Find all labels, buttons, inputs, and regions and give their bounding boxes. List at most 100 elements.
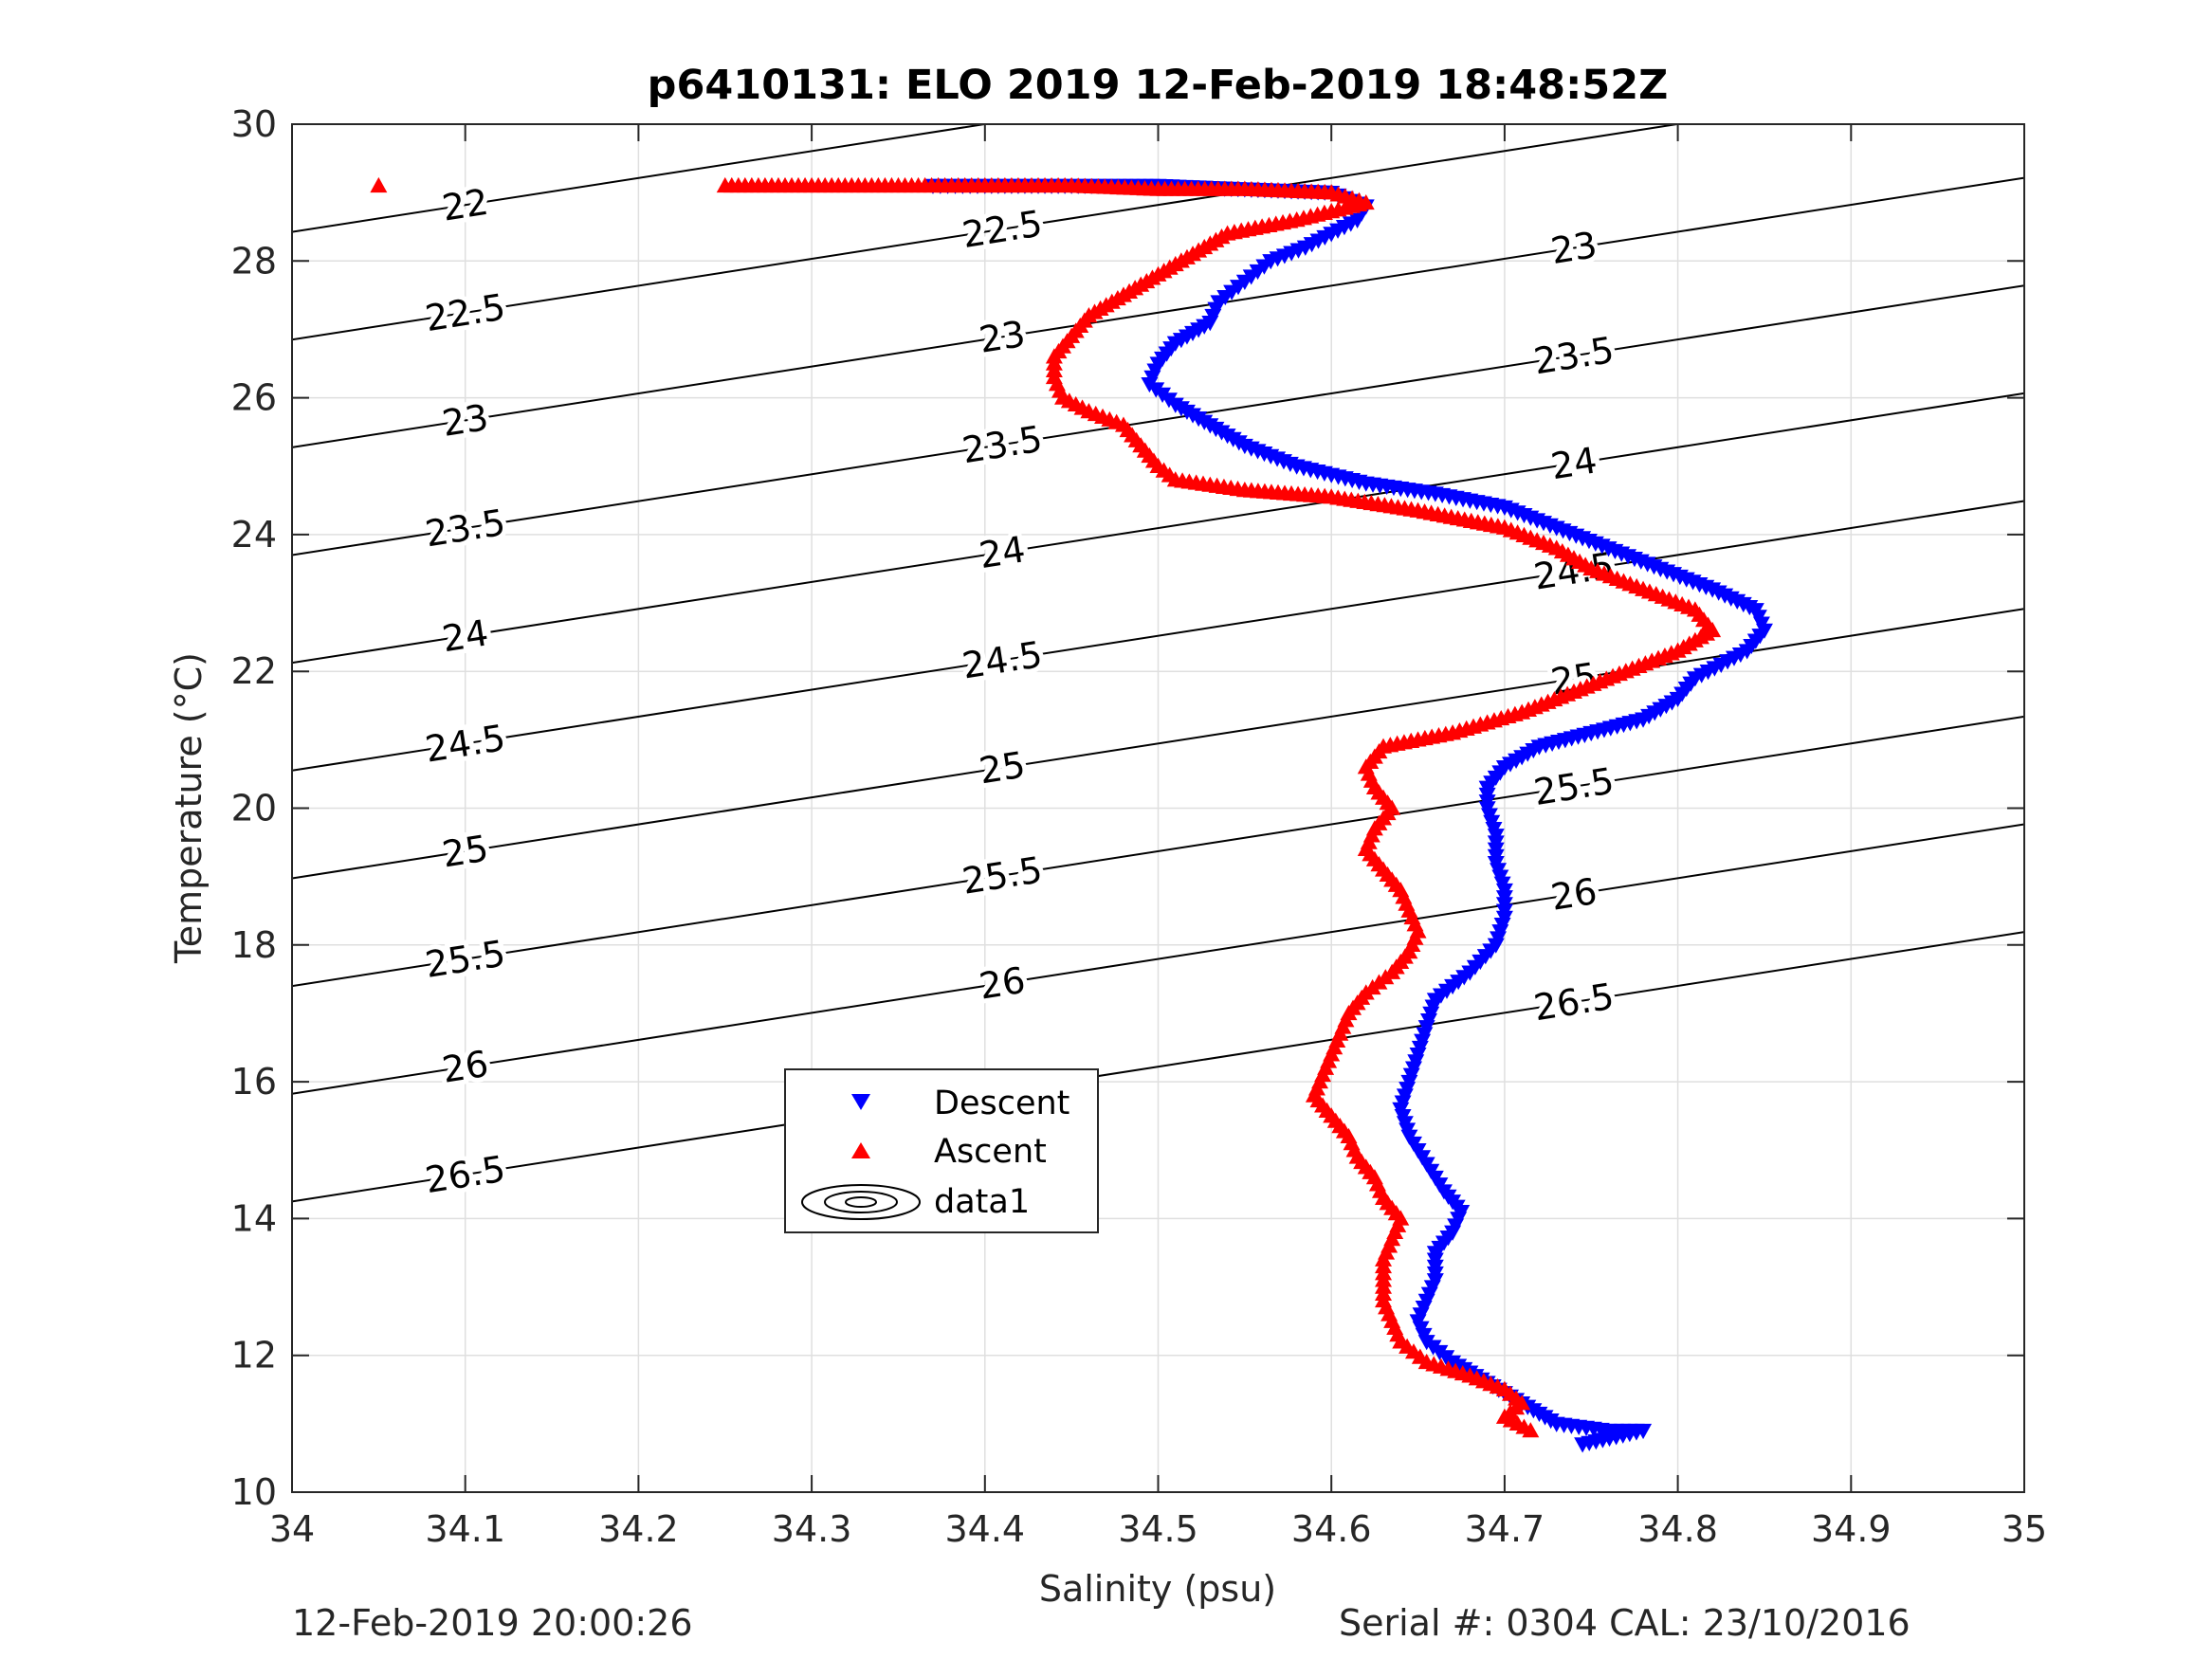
y-tick-label: 14: [231, 1197, 277, 1239]
y-tick-label: 22: [231, 650, 277, 692]
ascent-point: [1451, 721, 1469, 738]
ascent-point: [1294, 210, 1312, 226]
ascent-point: [1143, 180, 1161, 196]
ascent-point: [1370, 814, 1388, 830]
y-axis-label: Temperature (°C): [168, 652, 210, 964]
descent-point: [1281, 456, 1299, 473]
descent-point: [1172, 333, 1190, 349]
ascent-point: [1307, 1080, 1325, 1096]
descent-point: [1542, 1413, 1560, 1430]
contour-label: 22.5: [423, 286, 508, 339]
descent-point: [1431, 1240, 1449, 1257]
legend-ascent-label: Ascent: [934, 1133, 1047, 1171]
descent-point: [1154, 351, 1172, 368]
descent-point: [1160, 392, 1178, 409]
descent-point: [1490, 931, 1508, 947]
descent-point: [1437, 1350, 1455, 1366]
ascent-point: [1577, 556, 1595, 573]
ascent-point: [1316, 487, 1334, 503]
ascent-point: [1387, 1204, 1405, 1221]
descent-point: [1447, 1218, 1465, 1234]
ascent-point: [1363, 978, 1381, 995]
ascent-point: [1334, 1018, 1352, 1034]
contour-label: 26.5: [1531, 975, 1617, 1029]
ascent-point: [1571, 681, 1589, 697]
contour-label: 26: [977, 959, 1029, 1008]
ascent-point: [1403, 936, 1421, 952]
descent-point: [1501, 757, 1519, 773]
ascent-point: [1489, 1377, 1507, 1395]
ascent-point: [1051, 382, 1069, 398]
descent-point: [1303, 237, 1321, 253]
ascent-point: [1623, 660, 1641, 676]
descent-point: [1412, 1307, 1430, 1323]
descent-point: [1640, 708, 1658, 725]
ascent-point: [1375, 1265, 1393, 1281]
y-tick-label: 30: [231, 103, 277, 145]
contour-label: 23: [439, 396, 491, 445]
y-tick-label: 28: [231, 240, 277, 282]
x-tick-label: 34.5: [1118, 1508, 1198, 1550]
descent-point: [1216, 289, 1234, 306]
y-tick-label: 26: [231, 377, 277, 419]
contour-label: 23.5: [423, 501, 508, 555]
density-contour-line: [292, 715, 2024, 988]
descent-point: [1426, 1266, 1444, 1283]
y-tick-label: 20: [231, 788, 277, 830]
grid: [292, 124, 2024, 1492]
descent-point: [1414, 1150, 1432, 1166]
descent-point: [1581, 1435, 1599, 1451]
ascent-point: [1318, 1102, 1336, 1118]
x-tick-label: 34.4: [944, 1508, 1025, 1550]
ascent-point: [1402, 501, 1420, 517]
ascent-point: [1225, 223, 1243, 240]
descent-point: [1350, 474, 1368, 490]
descent-point: [1478, 794, 1496, 811]
y-tick-label: 10: [231, 1471, 277, 1513]
contour-label: 25.5: [1531, 759, 1617, 812]
x-tick-label: 34.7: [1465, 1508, 1545, 1550]
descent-point: [1196, 414, 1214, 430]
contour-label: 24: [1548, 439, 1600, 487]
contour-label: 24: [439, 611, 491, 660]
ascent-point: [1699, 616, 1717, 632]
contour-label: 24.5: [960, 633, 1045, 686]
density-contour-line: [292, 284, 2024, 556]
descent-point: [1589, 724, 1607, 740]
ascent-point: [1508, 1390, 1526, 1406]
ascent-point: [1453, 1364, 1472, 1381]
ascent-point: [1375, 1285, 1393, 1301]
x-tick-label: 34.6: [1291, 1508, 1372, 1550]
density-contour-line: [292, 931, 2024, 1203]
ascent-point: [1345, 1141, 1363, 1158]
contour-label: 23.5: [960, 418, 1045, 471]
x-tick-label: 35: [2002, 1508, 2047, 1550]
ascent-point: [370, 176, 388, 193]
descent-point: [1537, 738, 1555, 754]
ascent-point: [1362, 772, 1380, 788]
descent-point: [1692, 667, 1710, 684]
contour-label: 25.5: [423, 932, 508, 985]
ascent-point: [1316, 183, 1334, 200]
ascent-point: [1190, 242, 1208, 258]
ascent-point: [1541, 537, 1559, 553]
ascent-point: [1229, 180, 1247, 196]
density-contour-line: [292, 124, 1684, 341]
ticks: 34 34.1 34.2 34.3 34.4 34.5 34.6 34.7 34.8 34.9 35…: [231, 103, 2048, 1550]
ascent-point: [1344, 999, 1362, 1015]
ascent-point: [1386, 1223, 1404, 1240]
contour-label: 24.5: [423, 717, 508, 770]
ascent-point: [1371, 1182, 1389, 1198]
ascent-point: [1335, 1122, 1353, 1139]
density-contour-line: [292, 392, 2024, 665]
ascent-point: [1628, 577, 1646, 594]
descent-point: [1592, 1422, 1610, 1439]
x-axis-label: Salinity (psu): [1039, 1568, 1276, 1610]
descent-point: [1493, 876, 1511, 892]
ascent-point: [1387, 876, 1405, 892]
ascent-point: [1411, 1348, 1429, 1364]
legend-ascent-marker: [851, 1142, 870, 1158]
x-tick-label: 34: [269, 1508, 315, 1550]
ascent-point: [1050, 342, 1068, 359]
descent-point: [1673, 686, 1691, 702]
